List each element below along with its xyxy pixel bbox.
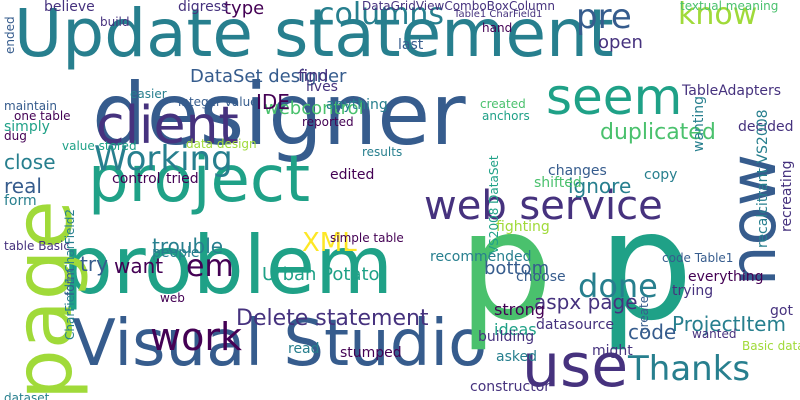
word-copy-71: copy	[644, 168, 677, 182]
word-wanted-61: wanted	[692, 328, 736, 340]
word-edited-72: edited	[330, 168, 374, 182]
word-shifted-70: shifted	[534, 176, 582, 190]
word-wanting-48: wanting	[692, 96, 706, 152]
word-vs2008-dataset-67: VS2008 DataSet	[488, 155, 500, 254]
word-pre-16: pre	[576, 0, 632, 34]
word-results-73: results	[362, 146, 402, 158]
word-now-10: now	[722, 154, 786, 286]
word-urban-potato-32: Urban Potato	[262, 266, 380, 284]
word-fighting-45: fighting	[496, 220, 550, 234]
word-recommended-46: recommended	[430, 250, 531, 264]
word-recalcitrant-vs2008-50: recalcitrant VS2008	[756, 109, 770, 248]
word-constructor-63: constructor	[470, 380, 550, 394]
word-dataset-100: dataset	[4, 392, 49, 400]
word-integer-value-86: integer value	[178, 96, 258, 108]
word-web-99: web	[160, 292, 185, 304]
word-digress-92: digress	[178, 0, 228, 14]
word-control-78: control	[112, 172, 161, 186]
word-datasource-68: datasource	[536, 318, 614, 332]
word-table-basic-89: table Basic	[4, 240, 70, 252]
word-believe-91: believe	[44, 0, 95, 14]
word-anchors-77: anchors	[482, 110, 530, 122]
word-basic-data-62: Basic data	[742, 340, 800, 352]
word-form-80: form	[4, 194, 37, 208]
word-everything-52: everything	[688, 270, 764, 284]
word-building-64: building	[478, 330, 534, 344]
word-code-30: code	[628, 322, 676, 342]
word-simple-table-54: simple table	[330, 232, 404, 244]
word-data-design-88: data design	[186, 138, 257, 150]
word-create-66: create	[638, 296, 650, 334]
word-tried-79: tried	[166, 172, 199, 186]
word-dug-84: dug	[4, 130, 27, 142]
word-table1-charfield1-94: Table1 CharField1	[454, 10, 542, 20]
word-textual-meaning-96: textual meaning	[680, 0, 778, 12]
word-strong-35: strong	[494, 302, 545, 318]
word-ide-41: IDE	[256, 92, 290, 112]
word-recreating-51: recreating	[780, 160, 794, 232]
word-got-60: got	[770, 304, 793, 318]
word-choose-65: choose	[516, 270, 566, 284]
word-delete-statement-21: Delete statement	[236, 308, 429, 330]
word-aspx-page-34: aspx page	[534, 292, 638, 312]
word-form-102: form	[64, 268, 76, 296]
word-type-27: type	[224, 0, 264, 18]
word-build-90: build	[100, 16, 130, 28]
word-lives-43: lives	[306, 80, 338, 94]
word-asked-58: asked	[496, 350, 537, 364]
word-last-44: last	[398, 38, 423, 52]
word-hand-95: hand	[482, 22, 512, 34]
word-try-37: try	[80, 254, 108, 274]
word-read-56: read	[288, 342, 320, 356]
word-work-14: work	[150, 318, 242, 356]
word-reported-75: reported	[302, 116, 354, 128]
word-ended-97: ended	[4, 16, 16, 54]
word-open-26: open	[598, 34, 643, 52]
word-people-55: people	[152, 246, 199, 260]
word-value-stored-87: value stored	[62, 140, 137, 152]
word-anything-74: anything	[326, 98, 388, 112]
word-easier-85: easier	[130, 88, 167, 100]
word-close-39: close	[4, 152, 56, 172]
word-thanks-15: Thanks	[628, 352, 750, 386]
word-seem-9: seem	[546, 72, 682, 122]
word-might-59: might	[592, 344, 633, 358]
word-one-table-83: one table	[14, 110, 71, 122]
word-stumped-57: stumped	[340, 346, 402, 360]
word-trying-53: trying	[672, 284, 713, 298]
word-code-table1-98: code Table1	[662, 252, 733, 264]
